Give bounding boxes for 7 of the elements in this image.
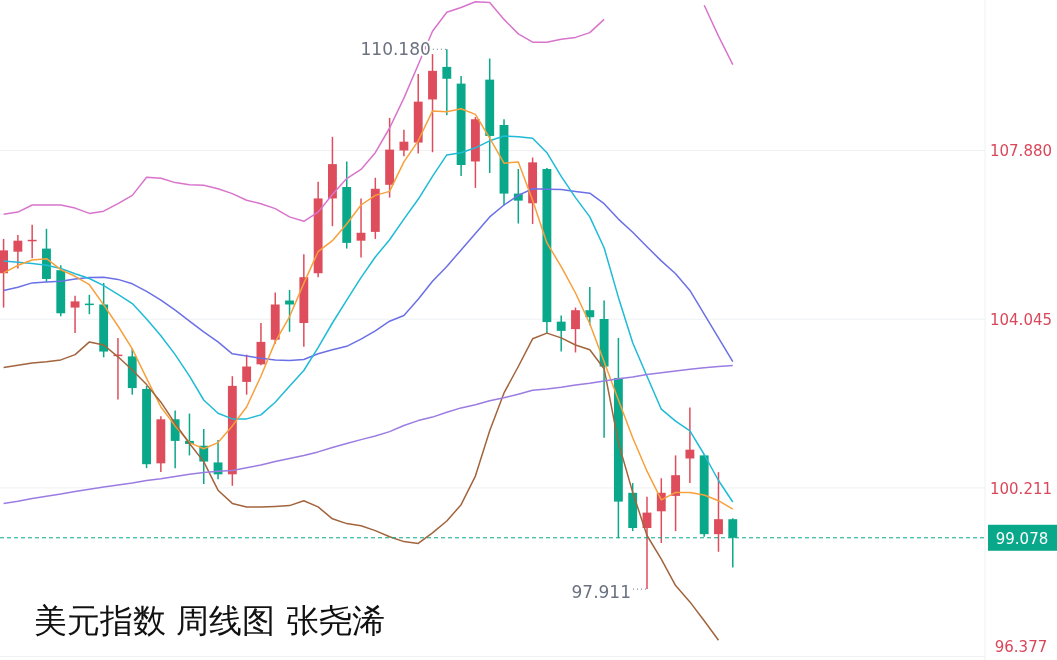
ref-line-label: 99.078 [995, 529, 1049, 548]
y-tick-label: 104.045 [989, 311, 1053, 330]
y-tick-label: 107.880 [989, 142, 1053, 161]
text: 美元指数 周线图 张尧浠 [34, 601, 385, 640]
y-tick-label: 96.377 [994, 638, 1048, 656]
y-tick-label: 100.211 [989, 479, 1053, 498]
annotation: 97.911 [571, 582, 631, 603]
